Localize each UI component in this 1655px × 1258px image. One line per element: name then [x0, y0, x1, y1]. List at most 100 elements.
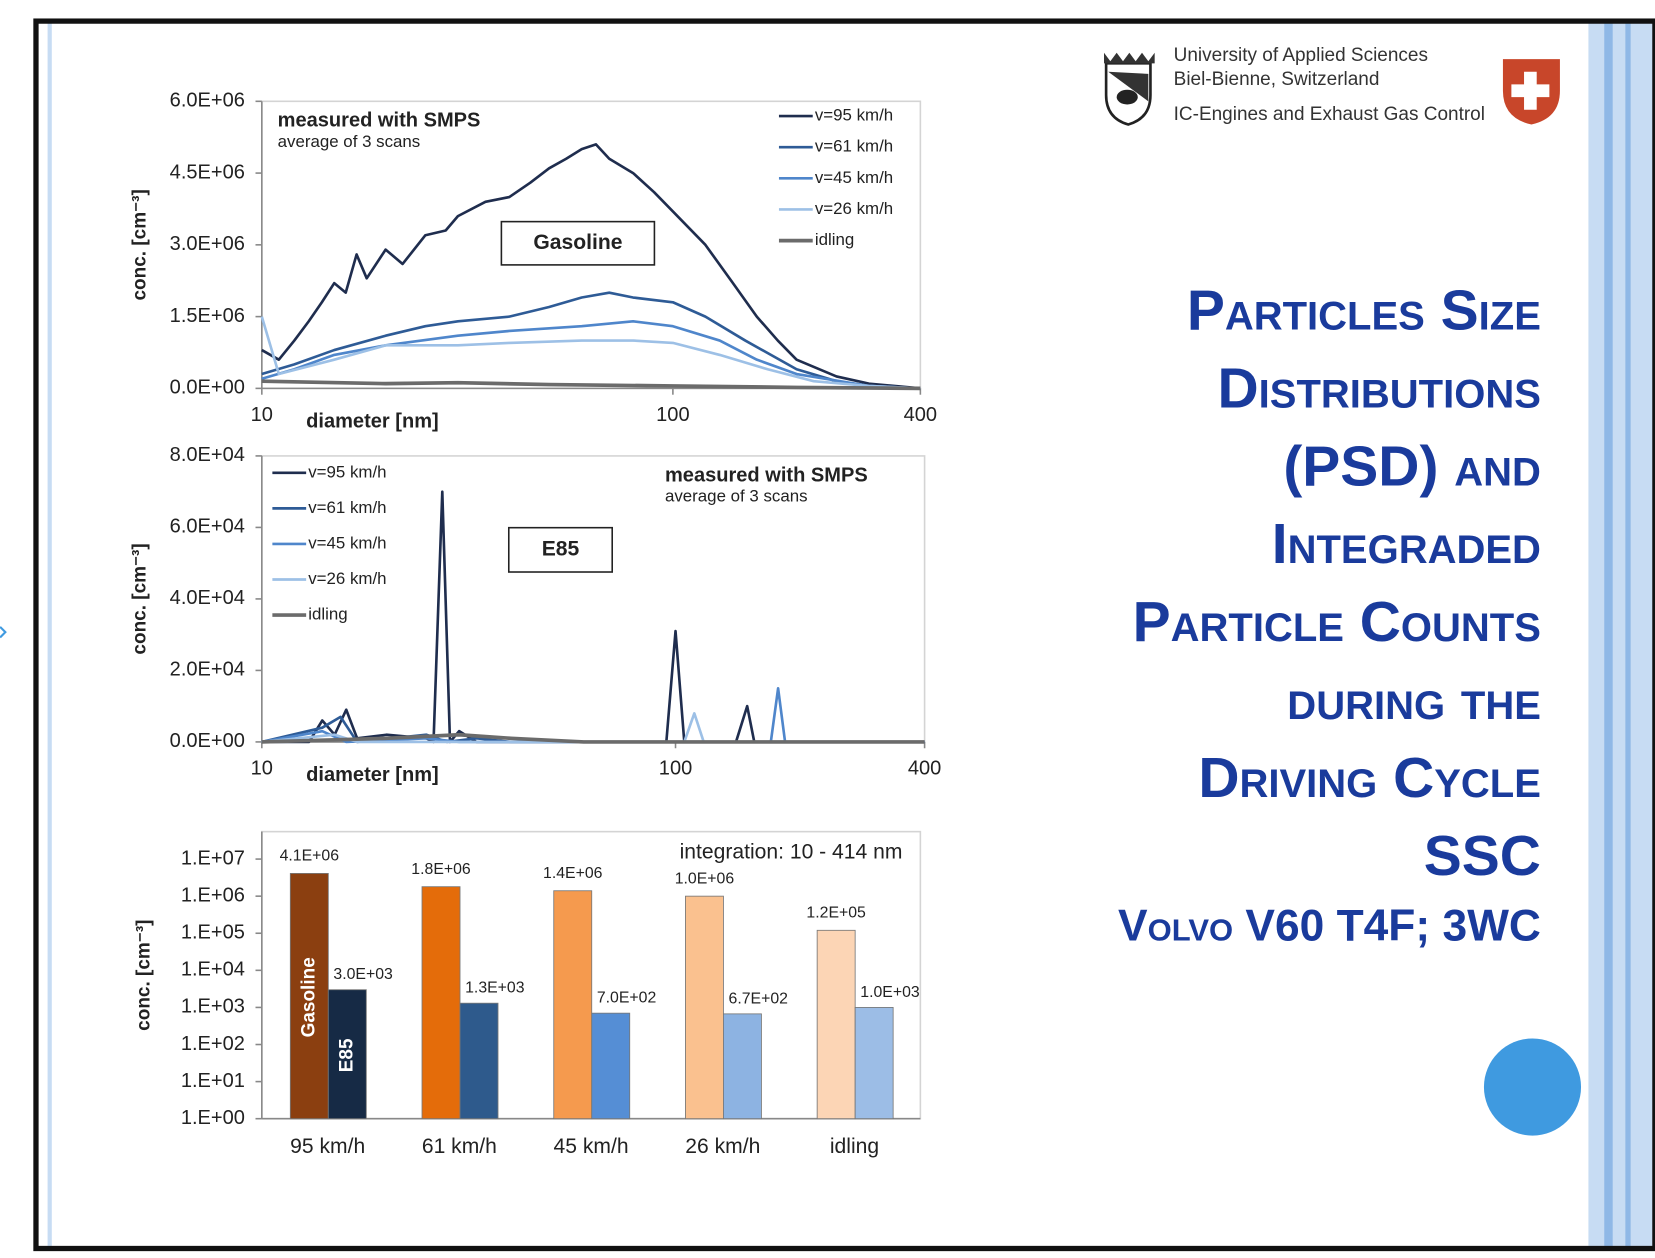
header-text: IC-Engines and Exhaust Gas Control — [1174, 104, 1485, 125]
annotation: measured with SMPS — [278, 110, 481, 132]
slide-title: SSC — [1424, 824, 1541, 888]
legend-label: v=26 km/h — [815, 199, 893, 218]
decor-arrow — [0, 626, 7, 639]
y-tick-label: 6.0E+06 — [170, 90, 245, 112]
bar — [816, 929, 856, 1120]
legend-label: v=95 km/h — [815, 106, 893, 125]
legend-label: v=26 km/h — [308, 569, 386, 588]
value-label: 1.4E+06 — [543, 865, 603, 882]
crest-logo — [1104, 52, 1155, 64]
legend-label: v=45 km/h — [815, 168, 893, 187]
x-tick-label: 100 — [659, 758, 692, 780]
left-stripe — [47, 23, 52, 1248]
boxed-label: Gasoline — [533, 231, 622, 254]
legend-label: v=61 km/h — [815, 137, 893, 156]
x-tick-label: 400 — [908, 758, 941, 780]
y-tick-label: 0.0E+00 — [170, 377, 245, 399]
value-label: 1.8E+06 — [411, 861, 471, 878]
x-tick-label: 10 — [251, 404, 273, 426]
annotation: integration: 10 - 414 nm — [680, 840, 903, 863]
side-stripe — [1604, 23, 1613, 1248]
bar — [854, 1007, 894, 1120]
value-label: 1.3E+03 — [465, 980, 525, 997]
value-label: 1.0E+03 — [860, 984, 920, 1001]
y-tick-label: 3.0E+06 — [170, 233, 245, 255]
y-tick-label: 2.0E+04 — [170, 659, 245, 681]
annotation: average of 3 scans — [665, 487, 808, 506]
y-tick-label: 1.E+05 — [181, 922, 245, 944]
series-label: E85 — [336, 1038, 357, 1072]
x-axis-title: diameter [nm] — [306, 764, 439, 786]
y-axis-title: conc. [cm⁻³] — [129, 189, 150, 300]
decor-circle — [1483, 1038, 1582, 1136]
series-line — [261, 379, 921, 391]
x-tick-label: 100 — [656, 404, 689, 426]
y-tick-label: 4.0E+04 — [170, 587, 245, 609]
y-axis-title: conc. [cm⁻³] — [134, 920, 155, 1031]
bar — [723, 1013, 762, 1120]
slide-title: during the — [1287, 668, 1541, 732]
series-line — [260, 316, 921, 390]
slide-title: (PSD) and — [1283, 434, 1541, 498]
x-tick-label: 10 — [251, 758, 273, 780]
x-tick-label: idling — [830, 1135, 879, 1158]
value-label: 1.0E+06 — [675, 870, 735, 887]
x-tick-label: 26 km/h — [685, 1135, 760, 1158]
value-label: 6.7E+02 — [729, 990, 788, 1007]
slide-title: Particle Counts — [1133, 590, 1541, 654]
series-line — [261, 143, 921, 390]
y-tick-label: 1.E+00 — [181, 1107, 245, 1129]
annotation: average of 3 scans — [278, 132, 421, 151]
legend-label: idling — [308, 605, 347, 624]
legend-label: v=61 km/h — [308, 498, 386, 517]
label-box — [507, 526, 613, 573]
x-tick-label: 45 km/h — [554, 1135, 629, 1158]
annotation: measured with SMPS — [665, 464, 868, 486]
bar — [591, 1012, 631, 1120]
slide-title: Distributions — [1218, 356, 1541, 420]
slide-title: Particles Size — [1187, 279, 1541, 343]
legend-label: v=95 km/h — [308, 462, 386, 481]
bar — [289, 873, 329, 1120]
y-tick-label: 0.0E+00 — [170, 730, 245, 752]
legend-label: v=45 km/h — [308, 533, 386, 552]
crest-logo — [1116, 89, 1138, 105]
swiss-logo — [1511, 71, 1550, 110]
side-band — [1588, 23, 1655, 1248]
y-tick-label: 1.E+04 — [181, 959, 245, 981]
series-line — [261, 291, 921, 390]
x-axis-title: diameter [nm] — [306, 410, 439, 432]
y-tick-label: 1.5E+06 — [170, 305, 245, 327]
side-stripe — [1625, 23, 1631, 1248]
subtitle: Volvo V60 T4F; 3WC — [1118, 901, 1541, 950]
boxed-label: E85 — [542, 537, 580, 560]
value-label: 7.0E+02 — [597, 990, 656, 1007]
y-tick-label: 1.E+07 — [181, 847, 245, 869]
y-tick-label: 1.E+06 — [181, 884, 245, 906]
value-label: 3.0E+03 — [333, 966, 393, 983]
y-tick-label: 6.0E+04 — [170, 516, 245, 538]
x-tick-label: 400 — [904, 404, 937, 426]
crest-logo — [1108, 71, 1149, 102]
header-text: Biel-Bienne, Switzerland — [1174, 69, 1380, 90]
bar — [327, 989, 367, 1120]
series-line — [261, 732, 925, 744]
bar — [421, 886, 461, 1120]
bar — [459, 1002, 499, 1120]
y-tick-label: 1.E+02 — [181, 1033, 245, 1055]
label-box — [500, 220, 656, 266]
y-tick-label: 4.5E+06 — [170, 161, 245, 183]
y-axis-title: conc. [cm⁻³] — [129, 543, 150, 654]
series-label: Gasoline — [298, 957, 319, 1037]
header-text: University of Applied Sciences — [1174, 45, 1428, 66]
bar — [685, 895, 724, 1120]
value-label: 1.2E+05 — [806, 905, 866, 922]
slide-title: Driving Cycle — [1198, 746, 1541, 810]
bar — [553, 890, 593, 1120]
series-line — [261, 320, 921, 390]
y-tick-label: 1.E+03 — [181, 996, 245, 1018]
slide-title: Integraded — [1272, 512, 1541, 576]
x-tick-label: 61 km/h — [422, 1135, 497, 1158]
